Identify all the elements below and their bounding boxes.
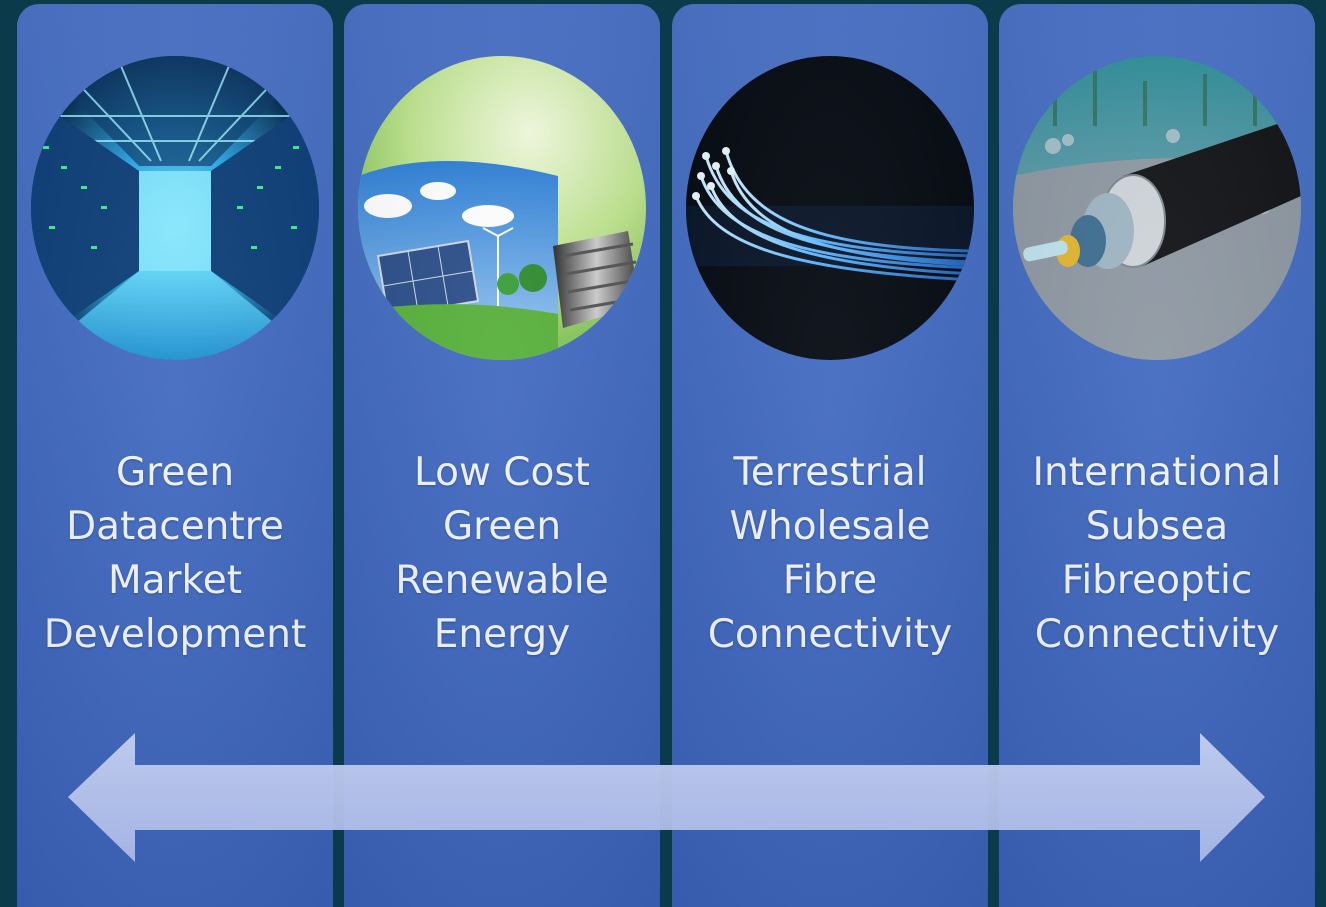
panel-label: International Subsea Fibreoptic Connecti…: [999, 446, 1315, 662]
label-line: Market: [107, 558, 243, 603]
label-line: Renewable: [395, 558, 609, 603]
label-line: Wholesale: [729, 504, 931, 549]
datacentre-corridor-icon: [31, 56, 319, 360]
label-line: Development: [43, 612, 307, 657]
label-line: Fibreoptic: [1061, 558, 1253, 603]
label-line: Fibre: [782, 558, 878, 603]
panel-label: Low Cost Green Renewable Energy: [344, 446, 660, 662]
label-line: Datacentre: [66, 504, 284, 549]
label-line: Subsea: [1085, 504, 1229, 549]
label-line: Terrestrial: [733, 450, 927, 495]
label-line: Energy: [433, 612, 571, 657]
subsea-cable-icon: [1013, 56, 1301, 360]
panel-renewable-energy: Low Cost Green Renewable Energy: [344, 4, 660, 907]
panel-terrestrial-fibre: Terrestrial Wholesale Fibre Connectivity: [672, 4, 988, 907]
panel-green-datacentre: Green Datacentre Market Development: [17, 4, 333, 907]
label-line: Low Cost: [414, 450, 590, 495]
label-line: International: [1032, 450, 1282, 495]
label-line: Green: [442, 504, 562, 549]
label-line: Green: [115, 450, 235, 495]
lightbulb-renewable-icon: [358, 56, 646, 360]
panel-label: Terrestrial Wholesale Fibre Connectivity: [672, 446, 988, 662]
panel-label: Green Datacentre Market Development: [17, 446, 333, 662]
label-line: Connectivity: [707, 612, 953, 657]
fibre-optic-strands-icon: [686, 56, 974, 360]
panel-subsea-fibreoptic: International Subsea Fibreoptic Connecti…: [999, 4, 1315, 907]
label-line: Connectivity: [1034, 612, 1280, 657]
